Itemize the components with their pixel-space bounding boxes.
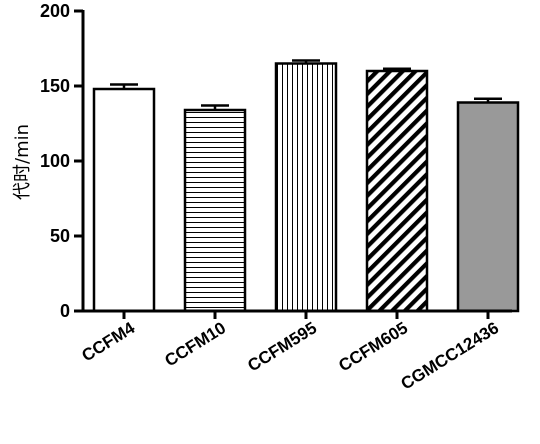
y-tick-label: 50 (50, 226, 70, 246)
x-category-label: CGMCC12436 (397, 318, 502, 393)
category-labels: CCFM4 CCFM10 CCFM595 CCFM605CGMCC12436 (78, 311, 502, 393)
bar-ccfm4 (94, 89, 154, 311)
bar-ccfm605 (367, 71, 427, 311)
bar-cgmcc12436 (458, 103, 518, 312)
y-tick-label: 150 (40, 76, 70, 96)
bar-ccfm10 (185, 110, 245, 311)
y-tick-label: 200 (40, 1, 70, 21)
y-axis-ticks: 0 50 100 150 200 (40, 1, 83, 321)
x-category-label: CCFM10 (161, 318, 229, 370)
bar-ccfm595 (276, 64, 336, 312)
x-category-label: CCFM595 (244, 318, 320, 375)
y-tick-label: 100 (40, 151, 70, 171)
bars (94, 61, 518, 312)
y-tick-label: 0 (60, 301, 70, 321)
y-axis-title: 代时/min (12, 124, 33, 200)
x-category-label: CCFM605 (335, 318, 411, 375)
x-category-label: CCFM4 (78, 318, 138, 365)
